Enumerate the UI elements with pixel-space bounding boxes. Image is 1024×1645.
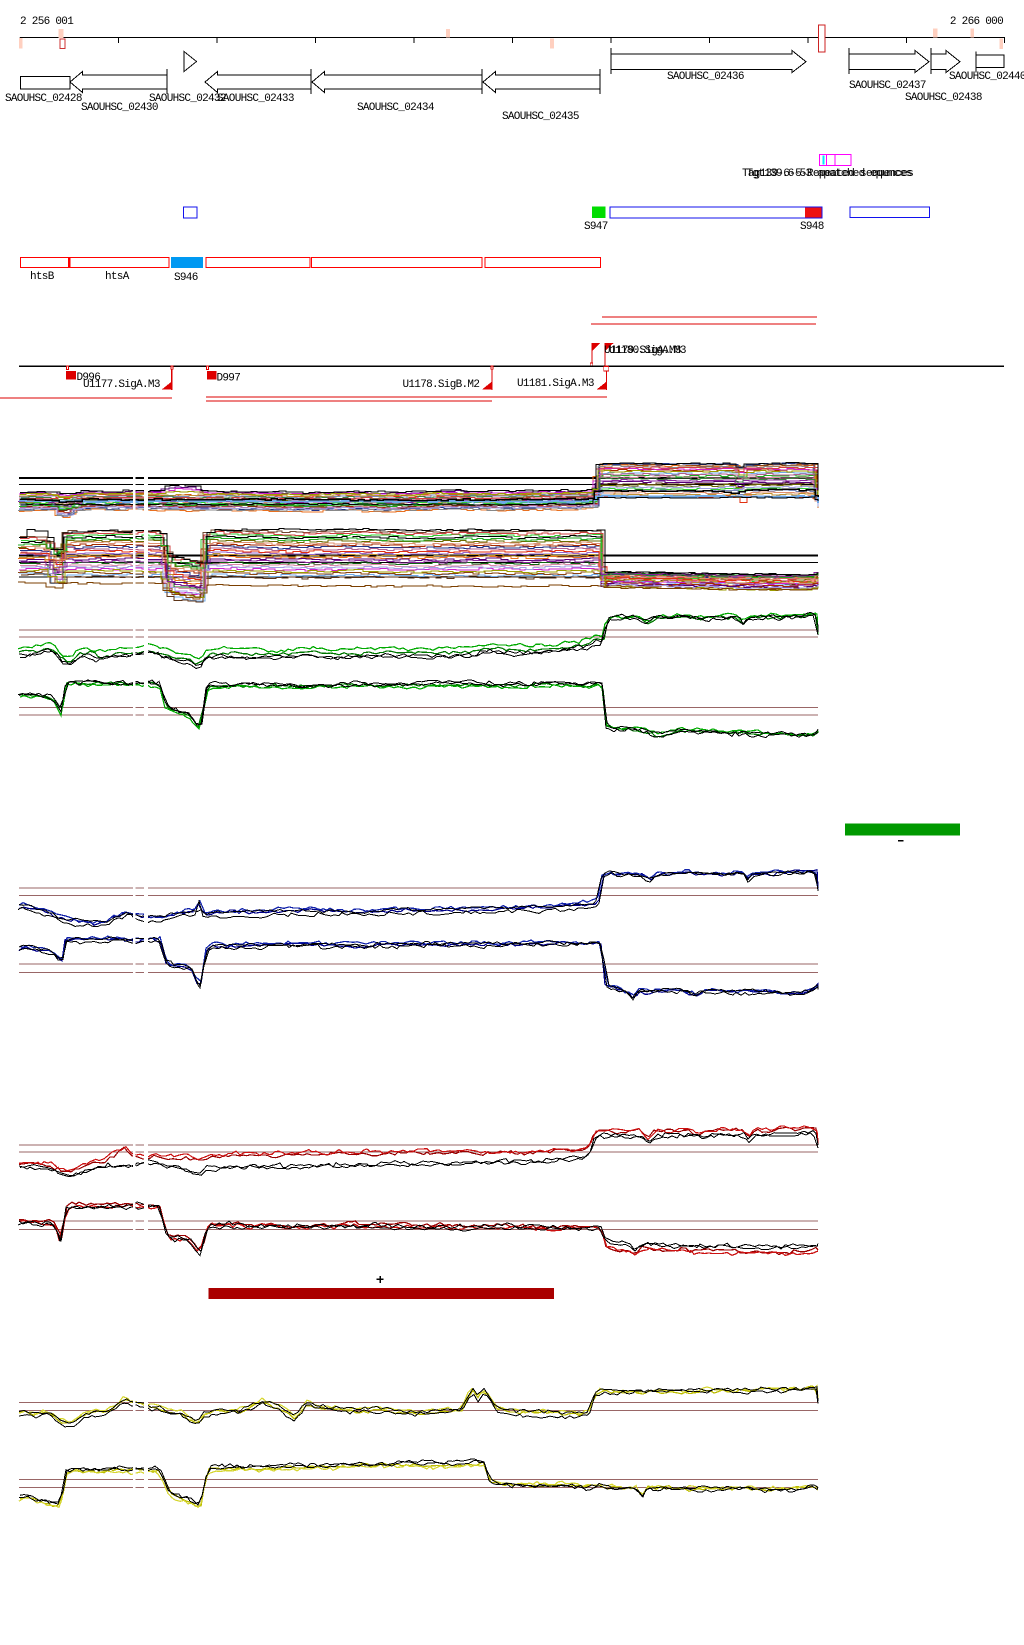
svg-text:Tag139-6-5-Repeated sequences: Tag139-6-5-Repeated sequences bbox=[742, 168, 913, 180]
svg-text:SAOUHSC_02428: SAOUHSC_02428 bbox=[5, 93, 82, 105]
svg-text:SAOUHSC_02436: SAOUHSC_02436 bbox=[667, 71, 744, 83]
svg-text:2 256 001: 2 256 001 bbox=[20, 16, 74, 28]
svg-text:U1177.SigA.M3: U1177.SigA.M3 bbox=[83, 379, 160, 391]
svg-text:htsB: htsB bbox=[30, 271, 55, 283]
svg-text:S947: S947 bbox=[584, 221, 608, 233]
svg-text:SAOUHSC_02430: SAOUHSC_02430 bbox=[81, 102, 158, 114]
svg-text:Tgt139.6-53 apatched equmces: Tgt139.6-53 apatched equmces bbox=[747, 168, 912, 180]
svg-text:S948: S948 bbox=[800, 221, 824, 233]
svg-text:SAOUHSC_02435: SAOUHSC_02435 bbox=[502, 111, 579, 123]
svg-text:SAOUHSC_02433: SAOUHSC_02433 bbox=[217, 93, 294, 105]
svg-text:S946: S946 bbox=[174, 272, 198, 284]
svg-text:U1180.SigA.M3: U1180.SigA.M3 bbox=[609, 345, 686, 357]
svg-text:SAOUHSC_02438: SAOUHSC_02438 bbox=[905, 92, 982, 104]
svg-text:U1178.SigB.M2: U1178.SigB.M2 bbox=[403, 379, 480, 391]
svg-text:SAOUHSC_02437: SAOUHSC_02437 bbox=[849, 80, 926, 92]
svg-text:U1179.SigA.M3: U1179.SigA.M3 bbox=[604, 345, 681, 357]
svg-text:SAOUHSC_02440: SAOUHSC_02440 bbox=[949, 71, 1024, 83]
svg-text:D997: D997 bbox=[217, 373, 241, 385]
svg-text:U1181.SigA.M3: U1181.SigA.M3 bbox=[517, 378, 594, 390]
svg-text:SAOUHSC_02434: SAOUHSC_02434 bbox=[357, 102, 435, 114]
svg-text:2 266 000: 2 266 000 bbox=[950, 16, 1003, 28]
svg-text:D996: D996 bbox=[77, 372, 101, 384]
svg-text:htsA: htsA bbox=[105, 271, 130, 283]
svg-text:SAOUHSC_02432: SAOUHSC_02432 bbox=[149, 93, 226, 105]
